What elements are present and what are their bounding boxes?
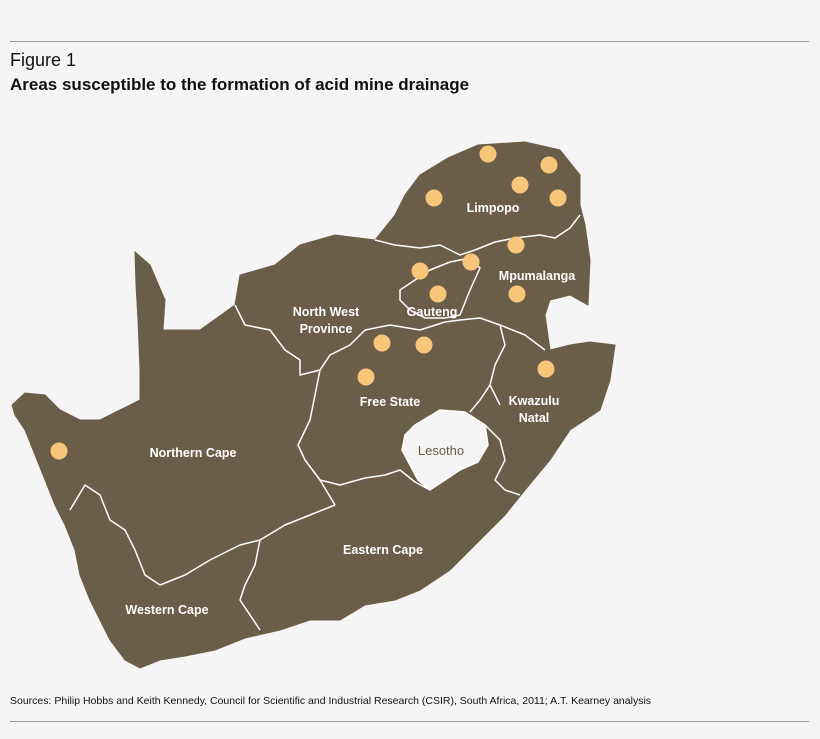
border-kzn-ec — [484, 424, 521, 496]
top-rule — [10, 41, 809, 42]
border-wc-ec — [239, 539, 261, 631]
province-label-north-west-1: North West — [293, 305, 360, 319]
amd-marker — [537, 360, 555, 378]
amd-marker — [425, 189, 443, 207]
amd-marker — [549, 189, 567, 207]
province-label-gauteng: Gauteng — [407, 305, 458, 319]
province-borders — [69, 214, 581, 631]
province-label-limpopo: Limpopo — [467, 201, 520, 215]
border-nw-gau — [399, 257, 481, 319]
amd-marker — [511, 176, 529, 194]
province-label-mpumalanga: Mpumalanga — [499, 269, 576, 283]
amd-marker — [373, 334, 391, 352]
province-label-eastern-cape: Eastern Cape — [343, 543, 423, 557]
sources-note: Sources: Philip Hobbs and Keith Kennedy,… — [10, 695, 652, 707]
bottom-rule — [10, 721, 809, 722]
border-kzn-fs — [469, 384, 491, 413]
border-mpu-kzn — [499, 324, 546, 351]
border-nc-wc — [69, 484, 336, 586]
amd-marker — [411, 262, 429, 280]
border-nc-fs — [297, 329, 366, 506]
province-label-kwazulu-1: Kwazulu — [509, 394, 560, 408]
amd-marker — [50, 442, 68, 460]
amd-marker — [415, 336, 433, 354]
border-ec-fs — [319, 469, 431, 491]
amd-marker — [507, 236, 525, 254]
lesotho-label: Lesotho — [418, 443, 464, 458]
province-label-northern-cape: Northern Cape — [150, 446, 237, 460]
amd-marker — [508, 285, 526, 303]
province-label-north-west-2: Province — [300, 322, 353, 336]
amd-marker — [540, 156, 558, 174]
province-label-western-cape: Western Cape — [125, 603, 208, 617]
border-nc-nw — [234, 304, 321, 376]
amd-marker — [429, 285, 447, 303]
border-nw-fs — [364, 319, 461, 331]
border-nw-lim — [374, 239, 476, 256]
lesotho-shape — [401, 409, 489, 491]
figure-label: Figure 1 — [10, 50, 77, 70]
amd-marker — [479, 145, 497, 163]
amd-marker — [462, 253, 480, 271]
amd-marker — [357, 368, 375, 386]
province-label-free-state: Free State — [360, 395, 420, 409]
province-label-kwazulu-2: Natal — [519, 411, 550, 425]
amd-markers — [50, 145, 567, 460]
figure-title: Areas susceptible to the formation of ac… — [10, 75, 470, 94]
border-lim-mpu — [474, 214, 581, 251]
